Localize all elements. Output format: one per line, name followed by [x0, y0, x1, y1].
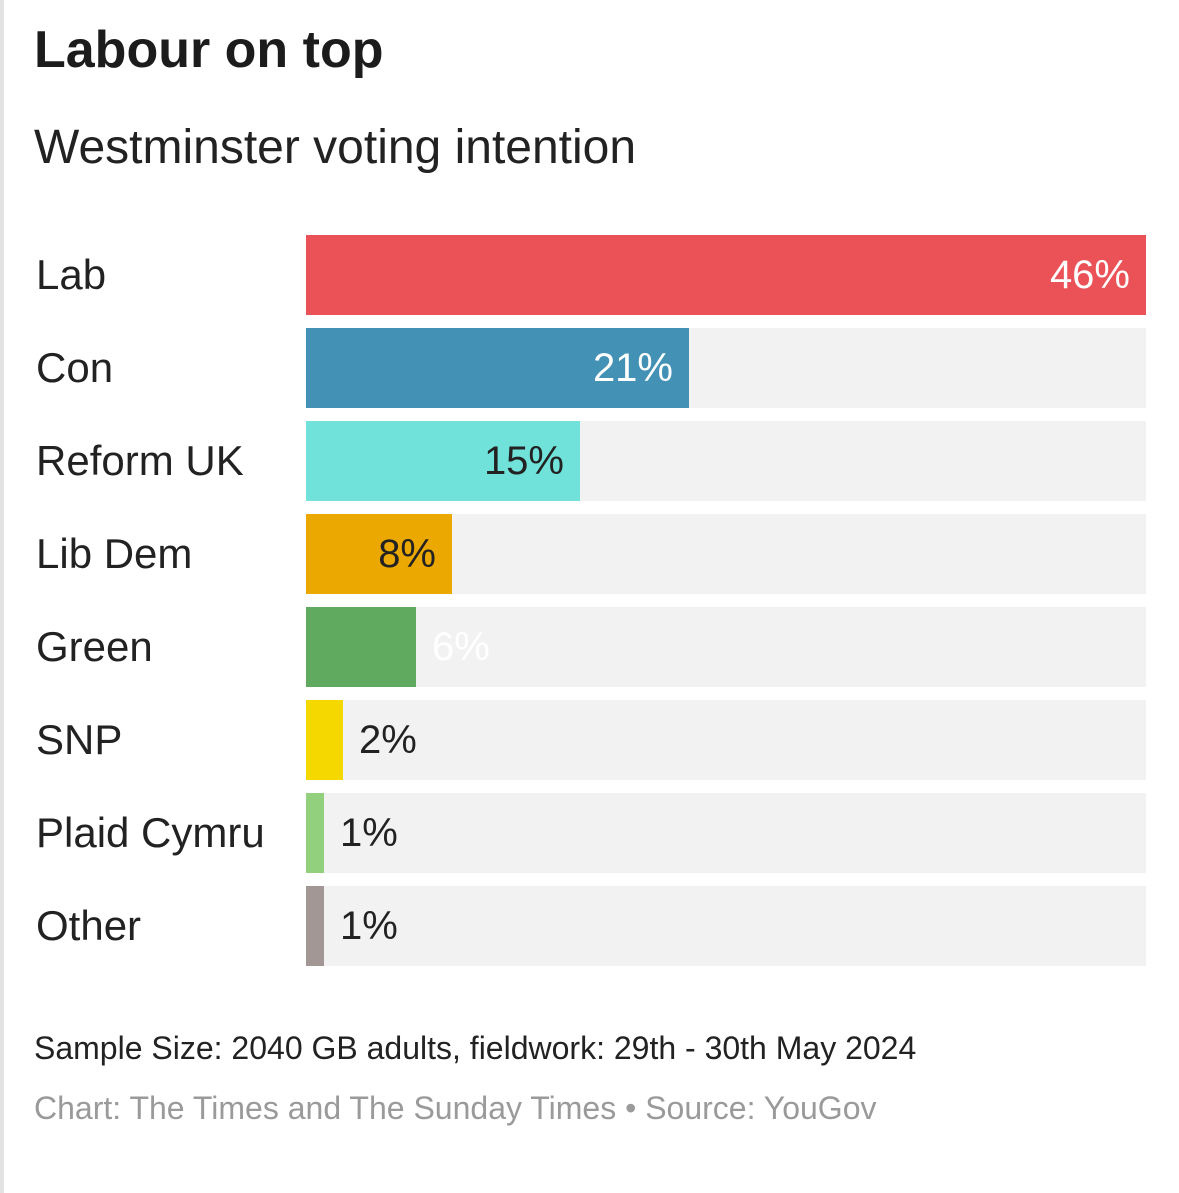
value-label: 15%: [483, 439, 564, 483]
chart-title: Labour on top: [34, 21, 384, 79]
category-label: SNP: [36, 716, 123, 763]
value-label: 6%: [432, 625, 490, 669]
category-label: Lib Dem: [36, 530, 193, 577]
bar: [306, 328, 689, 408]
value-label: 46%: [1049, 253, 1130, 297]
value-label: 8%: [378, 532, 436, 576]
bar-track: 21%: [306, 328, 1146, 408]
bar-track: 2%: [306, 700, 1146, 780]
category-label: Other: [36, 902, 142, 949]
bar-track: 15%: [306, 421, 1146, 501]
bar: [306, 886, 324, 966]
bar: [306, 607, 416, 687]
sample-size-note: Sample Size: 2040 GB adults, fieldwork: …: [34, 1030, 917, 1066]
value-label: 2%: [359, 718, 417, 762]
category-label: Lab: [36, 251, 107, 298]
bar: [306, 421, 580, 501]
chart-subtitle: Westminster voting intention: [34, 121, 637, 174]
value-label: 1%: [340, 904, 398, 948]
bar: [306, 514, 452, 594]
category-label: Reform UK: [36, 437, 244, 484]
bar-track: 1%: [306, 886, 1146, 966]
bar-track: 8%: [306, 514, 1146, 594]
bar: [306, 700, 343, 780]
bar-track: 6%: [306, 607, 1146, 687]
value-label: 21%: [592, 346, 673, 390]
bar: [306, 793, 324, 873]
category-label: Green: [36, 623, 153, 670]
bar: [306, 235, 1146, 315]
category-label: Con: [36, 344, 114, 391]
left-border-rule: [0, 0, 4, 1193]
category-label: Plaid Cymru: [36, 809, 265, 856]
source-credit: Chart: The Times and The Sunday Times • …: [34, 1090, 877, 1126]
bar-track: 1%: [306, 793, 1146, 873]
bar-track: 46%: [306, 235, 1146, 315]
value-label: 1%: [340, 811, 398, 855]
